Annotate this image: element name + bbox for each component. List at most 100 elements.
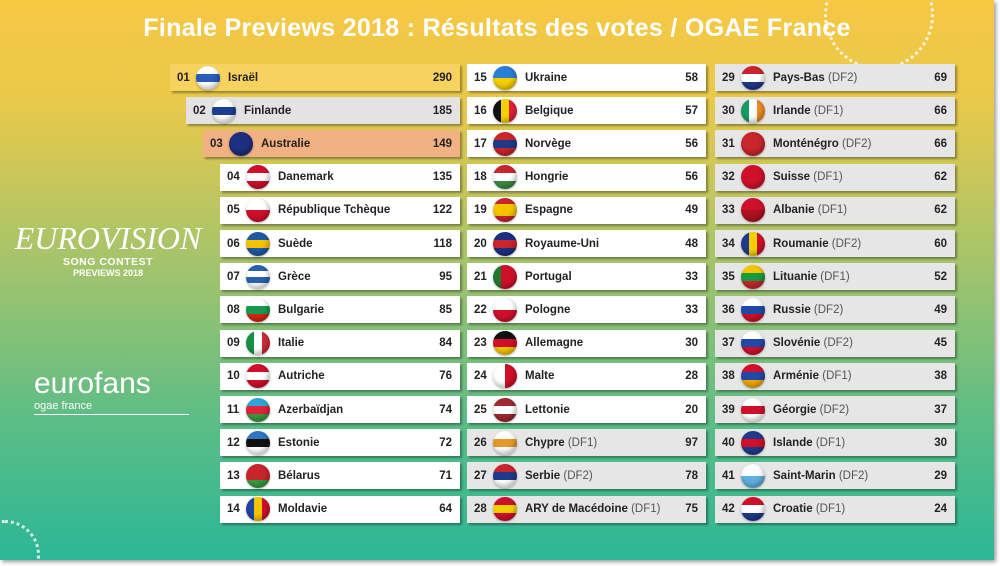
result-row: 12 Estonie 72	[220, 429, 460, 457]
points: 64	[439, 503, 452, 516]
rank: 09	[227, 337, 240, 350]
semifinal-tag: (DF2)	[828, 71, 858, 84]
result-row: 30 Irlande (DF1) 66	[715, 97, 955, 125]
country-label: Finlande	[244, 104, 292, 117]
flag-icon	[246, 231, 270, 256]
points: 58	[685, 71, 698, 84]
flag-icon	[741, 430, 765, 455]
result-row: 07 Grèce 95	[220, 263, 460, 291]
country-label: Suède	[278, 237, 313, 250]
points: 49	[685, 204, 698, 217]
flag-icon	[741, 231, 765, 256]
result-row: 16 Belgique 57	[467, 97, 706, 125]
semifinal-tag: (DF1)	[820, 270, 850, 283]
points: 29	[934, 469, 947, 482]
flag-icon	[741, 65, 765, 90]
flag-icon	[741, 264, 765, 289]
country-name: Irlande (DF1)	[773, 105, 930, 117]
result-row: 42 Croatie (DF1) 24	[715, 495, 955, 523]
points: 33	[685, 270, 698, 283]
country-name: Croatie (DF1)	[773, 503, 930, 515]
country-label: Azerbaïdjan	[278, 403, 344, 416]
semifinal-tag: (DF1)	[822, 370, 852, 383]
result-row: 25 Lettonie 20	[467, 396, 706, 423]
result-row: 18 Hongrie 56	[467, 163, 706, 191]
country-name: Autriche	[278, 370, 435, 382]
result-row: 06 Suède 118	[220, 230, 460, 257]
semifinal-tag: (DF2)	[813, 303, 844, 316]
points: 37	[934, 403, 947, 416]
country-name: Moldavie	[278, 503, 435, 515]
points: 33	[685, 303, 698, 316]
rank: 35	[722, 270, 735, 283]
semifinal-tag: (DF1)	[813, 104, 844, 117]
semifinal-tag: (DF2)	[819, 403, 850, 416]
country-label: Lettonie	[525, 403, 570, 416]
result-row: 32 Suisse (DF1) 62	[715, 163, 955, 191]
result-row: 40 Islande (DF1) 30	[715, 429, 955, 457]
flag-icon	[493, 463, 517, 488]
country-label: Portugal	[525, 270, 572, 283]
country-name: Portugal	[525, 271, 681, 283]
flag-icon	[493, 497, 517, 522]
country-name: Arménie (DF1)	[773, 370, 930, 382]
eurofans-wordmark: eurofans	[34, 367, 151, 400]
rank: 34	[722, 237, 735, 250]
result-row: 24 Malte 28	[467, 362, 706, 390]
rank: 05	[227, 204, 240, 217]
flag-icon	[493, 297, 517, 322]
country-name: République Tchèque	[278, 204, 429, 216]
flag-icon	[229, 131, 253, 156]
result-row: 10 Autriche 76	[220, 362, 460, 390]
rank: 24	[474, 370, 487, 383]
ogae-france-label: ogae france	[34, 400, 189, 415]
flag-icon	[741, 165, 765, 190]
country-name: Roumanie (DF2)	[773, 238, 930, 250]
country-name: Islande (DF1)	[773, 437, 930, 449]
semifinal-tag: (DF2)	[838, 469, 869, 482]
country-name: Serbie (DF2)	[525, 470, 681, 482]
result-row: 19 Espagne 49	[467, 196, 706, 224]
result-row: 03 Australie 149	[203, 130, 460, 158]
country-label: Autriche	[278, 370, 325, 383]
points: 149	[432, 137, 452, 150]
rank: 37	[722, 337, 735, 350]
flag-icon	[493, 264, 517, 289]
flag-icon	[741, 131, 765, 156]
rank: 32	[722, 171, 735, 184]
country-label: Grèce	[278, 270, 311, 283]
points: 62	[934, 171, 947, 184]
rank: 15	[474, 71, 487, 84]
rank: 30	[722, 104, 735, 117]
flag-icon	[246, 297, 270, 322]
semifinal-tag: (DF2)	[823, 337, 853, 350]
points: 76	[439, 370, 452, 383]
semifinal-tag: (DF1)	[813, 171, 843, 184]
rank: 02	[193, 104, 206, 117]
rank: 21	[474, 270, 487, 283]
country-label: Roumanie	[773, 237, 829, 250]
flag-icon	[493, 430, 517, 455]
flag-icon	[246, 397, 270, 422]
result-row: 23 Allemagne 30	[467, 329, 706, 357]
song-contest-label: SONG CONTEST	[62, 256, 153, 268]
country-name: Israël	[228, 72, 429, 84]
country-label: Israël	[228, 71, 259, 84]
country-label: Irlande	[773, 104, 811, 117]
points: 52	[934, 270, 947, 283]
rank: 19	[474, 204, 487, 217]
points: 122	[432, 204, 452, 217]
rank: 08	[227, 303, 240, 316]
country-label: Italie	[278, 337, 305, 350]
points: 45	[934, 337, 947, 350]
country-name: Monténégro (DF2)	[773, 138, 930, 150]
country-name: Bélarus	[278, 470, 435, 482]
points: 30	[685, 337, 698, 350]
flag-icon	[493, 231, 517, 256]
points: 72	[439, 436, 452, 449]
country-label: Danemark	[278, 171, 334, 184]
flag-icon	[246, 364, 270, 389]
country-name: Suède	[278, 238, 429, 250]
country-name: Géorgie (DF2)	[773, 404, 930, 416]
result-row: 22 Pologne 33	[467, 296, 706, 324]
